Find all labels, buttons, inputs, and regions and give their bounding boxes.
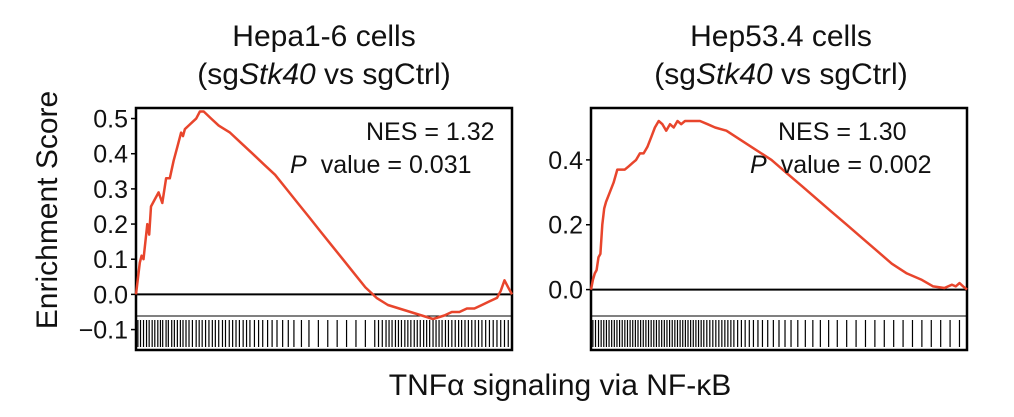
y-tick-label: 0.4 (548, 147, 583, 175)
panel-1-title-line1: Hepa1-6 cells (232, 20, 415, 53)
y-tick-label: 0.3 (93, 176, 128, 204)
y-tick-label: 0.1 (93, 246, 128, 274)
panel-2-title-line2: (sgStk40 vs sgCtrl) (654, 58, 907, 91)
y-tick-label: 0.2 (548, 212, 583, 240)
y-tick-label: 0.2 (93, 211, 128, 239)
y-axis-label: Enrichment Score (31, 91, 64, 329)
x-axis-label: TNFα signaling via NF-κB (389, 369, 731, 402)
panel-hep53-4: Hep53.4 cells (sgStk40 vs sgCtrl) 0.0 0.2… (548, 20, 969, 352)
panel-2-title-line1: Hep53.4 cells (690, 20, 872, 53)
y-tick-label: −0.1 (79, 317, 128, 345)
panel-1-y-ticks: −0.1 0.0 0.1 0.2 0.3 0.4 0.5 (79, 106, 136, 345)
panel-1-nes: NES = 1.32 (366, 118, 495, 146)
y-tick-label: 0.4 (93, 141, 128, 169)
panel-1-hit-markers (137, 320, 509, 347)
panel-2-hit-markers (592, 320, 961, 347)
panel-1-title-line2: (sgStk40 vs sgCtrl) (197, 58, 450, 91)
panel-2-nes: NES = 1.30 (778, 118, 907, 146)
y-tick-label: 0.5 (93, 106, 128, 134)
y-tick-label: 0.0 (93, 281, 128, 309)
panel-hepa1-6: Hepa1-6 cells (sgStk40 vs sgCtrl) −0.1 0.… (79, 20, 514, 352)
panel-2-enrichment-curve (589, 119, 968, 291)
panel-2-frame (589, 106, 969, 352)
panel-1-enrichment-curve (134, 110, 514, 321)
panel-2-y-ticks: 0.0 0.2 0.4 (548, 147, 591, 305)
y-tick-label: 0.0 (548, 277, 583, 305)
panel-1-frame (134, 106, 514, 352)
